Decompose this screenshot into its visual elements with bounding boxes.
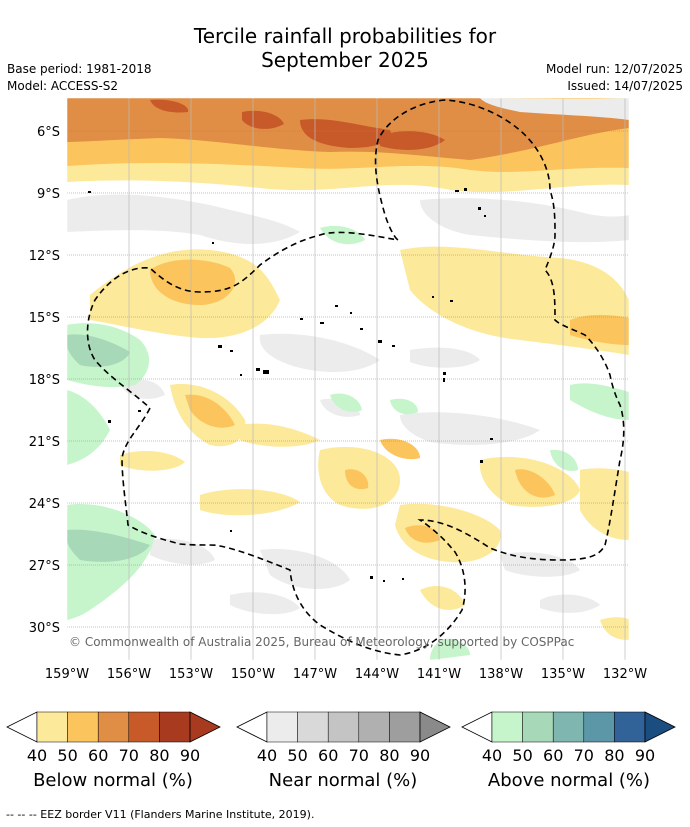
islands: [88, 188, 493, 582]
colorbar-segment: [266, 711, 298, 743]
lat-label: 30°S: [29, 621, 60, 636]
colorbar-segment: [159, 711, 191, 743]
colorbar-2: 40 50 60 70 80 90: [461, 711, 676, 765]
colorbar-min-extension: [6, 711, 38, 743]
colorbar-min-extension: [236, 711, 268, 743]
lon-label: 144°W: [355, 667, 399, 682]
colorbar-tick-label: 90: [180, 746, 200, 765]
colorbar-tick-label: 90: [410, 746, 430, 765]
base-period: Base period: 1981-2018: [7, 62, 152, 76]
lon-label: 132°W: [603, 667, 647, 682]
colorbar-segment: [297, 711, 329, 743]
eez-legend: -- -- -- EEZ border V11 (Flanders Marine…: [6, 808, 315, 821]
colorbar-tick-label: 70: [574, 746, 594, 765]
below-normal-regions: [67, 98, 629, 640]
colorbar-segment: [389, 711, 421, 743]
colorbar-tick-label: 40: [27, 746, 47, 765]
lon-label: 138°W: [479, 667, 523, 682]
colorbar-min-extension: [461, 711, 493, 743]
issued-date: Issued: 14/07/2025: [567, 79, 683, 93]
longitude-labels: 159°W 156°W 153°W 150°W 147°W 144°W 141°…: [45, 667, 647, 682]
colorbar-segment: [327, 711, 360, 743]
colorbar-tick-label: 70: [119, 746, 139, 765]
lat-label: 18°S: [29, 373, 60, 388]
lon-label: 135°W: [541, 667, 585, 682]
colorbar-tick-label: 50: [57, 746, 77, 765]
lon-label: 147°W: [293, 667, 337, 682]
colorbar-max-extension: [419, 711, 451, 743]
colorbar-tick-label: 50: [512, 746, 532, 765]
colorbar-tick-label: 50: [287, 746, 307, 765]
colorbar-tick-label: 90: [635, 746, 655, 765]
colorbar-segment: [522, 711, 554, 743]
copyright-notice: © Commonwealth of Australia 2025, Bureau…: [69, 635, 574, 649]
lat-label: 15°S: [29, 311, 60, 326]
colorbar-segment: [491, 711, 523, 743]
eez-border: [86, 99, 625, 656]
colorbars: 40 50 60 70 80 90 40 50 60 70 80 90 40 50 60 70 80 90: [6, 711, 676, 765]
colorbar-segment: [358, 711, 390, 743]
lon-label: 141°W: [417, 667, 461, 682]
lon-label: 153°W: [169, 667, 213, 682]
lon-label: 156°W: [107, 667, 151, 682]
colorbar-segment: [128, 711, 160, 743]
lat-label: 12°S: [29, 249, 60, 264]
lat-label: 6°S: [37, 125, 60, 140]
colorbar-segment: [97, 711, 130, 743]
colorbar-tick-label: 80: [604, 746, 624, 765]
lat-label: 27°S: [29, 559, 60, 574]
colorbar-tick-label: 40: [482, 746, 502, 765]
colorbar-tick-label: 60: [318, 746, 338, 765]
colorbar-tick-label: 80: [149, 746, 169, 765]
colorbar-0: 40 50 60 70 80 90: [6, 711, 221, 765]
lon-label: 159°W: [45, 667, 89, 682]
title-line-2: September 2025: [261, 48, 429, 72]
colorbar-segment: [583, 711, 615, 743]
graticule: [67, 130, 629, 628]
colorbar-tick-label: 70: [349, 746, 369, 765]
colorbar-tick-label: 80: [379, 746, 399, 765]
colorbar-tick-label: 40: [257, 746, 277, 765]
colorbar-tick-label: 60: [88, 746, 108, 765]
lat-label: 21°S: [29, 435, 60, 450]
colorbar-max-extension: [644, 711, 676, 743]
colorbar-1: 40 50 60 70 80 90: [236, 711, 451, 765]
lat-label: 9°S: [37, 187, 60, 202]
colorbar-tick-label: 60: [543, 746, 563, 765]
model-run: Model run: 12/07/2025: [545, 62, 683, 76]
colorbar-label-above: Above normal (%): [487, 770, 651, 791]
model-name: Model: ACCESS-S2: [7, 79, 119, 93]
colorbar-segment: [552, 711, 585, 743]
lon-label: 150°W: [231, 667, 275, 682]
colorbar-segment: [36, 711, 68, 743]
colorbar-segment: [614, 711, 646, 743]
colorbar-label-near: Near normal (%): [268, 770, 418, 791]
map-panel: [67, 98, 629, 660]
colorbar-max-extension: [189, 711, 221, 743]
colorbar-segment: [67, 711, 99, 743]
title-line-1: Tercile rainfall probabilities for: [193, 24, 497, 48]
lat-label: 24°S: [29, 497, 60, 512]
near-normal-regions: [67, 98, 629, 615]
colorbar-label-below: Below normal (%): [33, 770, 193, 791]
latitude-labels: 6°S 9°S 12°S 15°S 18°S 21°S 24°S 27°S 30…: [29, 125, 60, 636]
